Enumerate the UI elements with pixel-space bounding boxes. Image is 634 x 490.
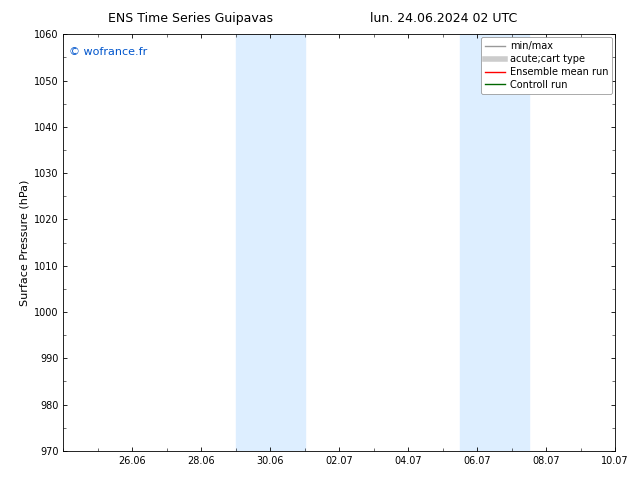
Bar (460, 34, 529, 451)
Text: lun. 24.06.2024 02 UTC: lun. 24.06.2024 02 UTC (370, 12, 517, 25)
Legend: min/max, acute;cart type, Ensemble mean run, Controll run: min/max, acute;cart type, Ensemble mean … (481, 37, 612, 94)
Bar (236, 34, 305, 451)
Text: ENS Time Series Guipavas: ENS Time Series Guipavas (108, 12, 273, 25)
Y-axis label: Surface Pressure (hPa): Surface Pressure (hPa) (20, 179, 30, 306)
Text: © wofrance.fr: © wofrance.fr (69, 47, 147, 57)
